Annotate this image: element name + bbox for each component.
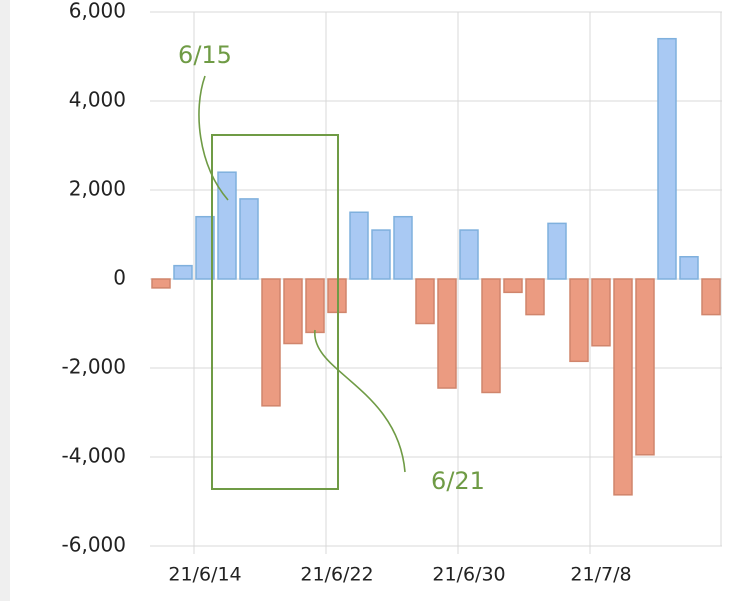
bar [305, 278, 325, 334]
y-tick-label: -2,000 [62, 355, 126, 379]
bar [525, 278, 545, 316]
x-tick-label: 21/6/30 [432, 564, 505, 586]
y-tick-label: -6,000 [62, 533, 126, 557]
bar [239, 198, 259, 280]
left-strip [0, 0, 10, 601]
bar [635, 278, 655, 456]
bar [481, 278, 501, 394]
annotation-line [314, 329, 406, 473]
bar [415, 278, 435, 325]
y-tick-label: -4,000 [62, 444, 126, 468]
highlight-box [211, 134, 339, 490]
bar [261, 278, 281, 407]
x-tick-label: 21/6/22 [300, 564, 373, 586]
bar [459, 229, 479, 280]
bar [547, 222, 567, 280]
bar [283, 278, 303, 345]
bar [437, 278, 457, 389]
bar [371, 229, 391, 280]
y-tick-label: 0 [113, 266, 126, 290]
bar [679, 256, 699, 280]
bar [393, 215, 413, 280]
bar [173, 264, 193, 280]
bar [569, 278, 589, 363]
annotation-line [198, 75, 229, 201]
grid [150, 11, 722, 554]
y-tick-label: 6,000 [69, 0, 126, 23]
annotation: 6/15 [178, 41, 232, 69]
y-tick-label: 2,000 [69, 177, 126, 201]
bar [701, 278, 721, 316]
bars [151, 37, 721, 496]
annotation: 6/21 [431, 467, 485, 495]
y-tick-label: 4,000 [69, 88, 126, 112]
bar [613, 278, 633, 496]
bar [591, 278, 611, 347]
bar [217, 171, 237, 280]
bar [151, 278, 171, 289]
bar [657, 37, 677, 280]
x-tick-label: 21/6/14 [168, 564, 241, 586]
bar [195, 215, 215, 280]
bar [349, 211, 369, 280]
bar [503, 278, 523, 294]
x-tick-label: 21/7/8 [570, 564, 631, 586]
